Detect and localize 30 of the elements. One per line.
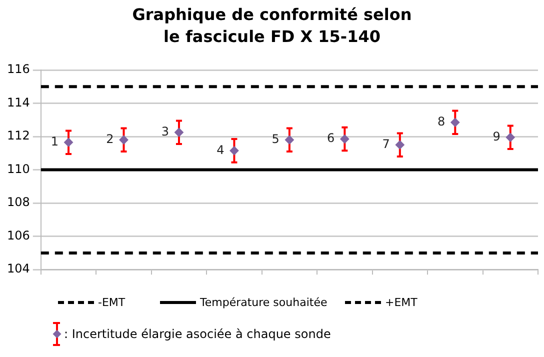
point xyxy=(506,132,515,142)
annotation: 2 xyxy=(106,132,114,146)
annotation: 3 xyxy=(161,124,169,138)
y-tick-label: 114 xyxy=(7,95,30,110)
legend-label: : Incertitude élargie asociée à chaque sonde xyxy=(64,327,331,341)
point xyxy=(119,135,128,144)
annotation: 7 xyxy=(382,136,390,151)
point xyxy=(395,140,404,150)
y-tick-label: 108 xyxy=(7,195,30,210)
point xyxy=(340,134,350,144)
annotation: 4 xyxy=(216,142,224,157)
annotation: 1 xyxy=(50,134,59,148)
y-tick-label: 110 xyxy=(7,162,30,176)
point xyxy=(64,138,74,147)
y-tick-label: 106 xyxy=(7,228,30,242)
annotation: 6 xyxy=(327,131,335,146)
annotation: 8 xyxy=(438,114,446,129)
annotation: 5 xyxy=(272,132,280,146)
y-tick-label: 104 xyxy=(7,262,30,276)
legend-label: Température souhaitée xyxy=(200,296,328,309)
point xyxy=(450,118,460,127)
point xyxy=(174,128,184,137)
y-tick-label: 112 xyxy=(7,128,30,143)
point xyxy=(230,146,239,156)
legend-label: +EMT xyxy=(385,296,418,309)
y-tick-label: 116 xyxy=(7,62,30,76)
point xyxy=(284,135,294,144)
legend-label: -EMT xyxy=(98,296,126,309)
annotation: 9 xyxy=(492,129,500,144)
chart-title: Graphique de conformité selon le fascicule FD X 15-140 xyxy=(131,4,413,48)
